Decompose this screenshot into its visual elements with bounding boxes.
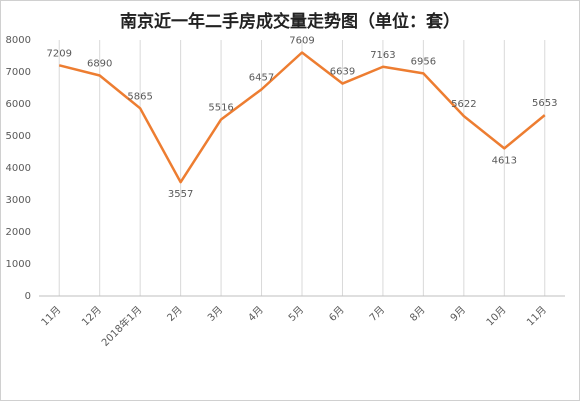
y-tick-label: 0 xyxy=(25,291,31,302)
data-label: 6639 xyxy=(330,67,355,78)
data-label: 7163 xyxy=(370,50,395,61)
data-label: 5653 xyxy=(532,98,557,109)
y-tick-label: 4000 xyxy=(6,163,31,174)
y-tick-label: 7000 xyxy=(6,67,31,78)
data-label: 5865 xyxy=(127,91,152,102)
y-tick-label: 5000 xyxy=(6,131,31,142)
y-tick-label: 8000 xyxy=(6,35,31,46)
chart-title: 南京近一年二手房成交量走势图（单位：套） xyxy=(120,11,460,32)
data-label: 7209 xyxy=(47,48,72,59)
y-tick-label: 1000 xyxy=(6,259,31,270)
data-label: 6956 xyxy=(411,56,436,67)
data-label: 3557 xyxy=(168,189,193,200)
y-tick-label: 3000 xyxy=(6,195,31,206)
data-label: 4613 xyxy=(492,155,517,166)
data-label: 5622 xyxy=(451,99,476,110)
line xyxy=(58,51,546,184)
data-label: 6890 xyxy=(87,59,112,70)
data-label: 5516 xyxy=(208,102,233,113)
data-label: 7609 xyxy=(289,36,314,47)
y-tick-label: 6000 xyxy=(6,99,31,110)
data-label: 6457 xyxy=(249,72,274,83)
y-tick-label: 2000 xyxy=(6,227,31,238)
